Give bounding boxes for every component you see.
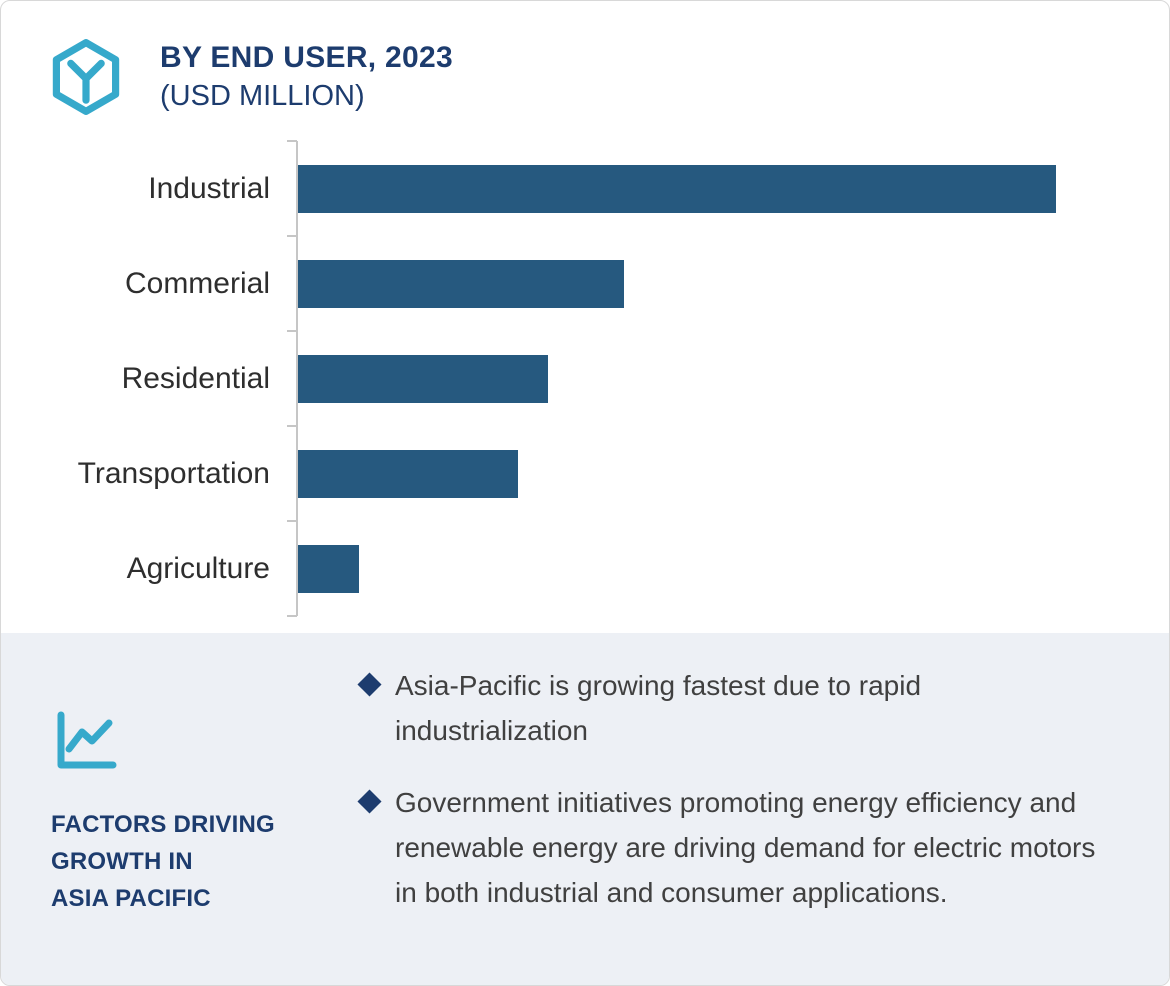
bar-track: [296, 236, 1056, 331]
footer-heading-line: ASIA PACIFIC: [51, 885, 211, 913]
category-label: Transportation: [77, 456, 270, 490]
chart-row: Residential: [26, 330, 1169, 426]
bullet-list: Asia-Pacific is growing fastest due to r…: [357, 663, 1114, 916]
bar-track: [296, 426, 1056, 521]
bullet-text: Government initiatives promoting energy …: [395, 786, 1096, 909]
bar: [298, 354, 549, 403]
footer-heading-line: GROWTH IN: [51, 848, 193, 876]
category-label: Commerial: [124, 266, 270, 300]
chart-title: BY END USER, 2023: [160, 41, 454, 74]
bar: [298, 449, 518, 498]
bar-chart: Industrial Commerial Residential Transporta…: [1, 140, 1169, 633]
header: BY END USER, 2023 (USD MILLION): [1, 1, 1169, 117]
header-text: BY END USER, 2023 (USD MILLION): [160, 37, 453, 113]
bar-track: [296, 141, 1056, 236]
bar: [298, 544, 359, 593]
bar: [298, 259, 624, 308]
diamond-bullet-icon: [357, 672, 382, 697]
bullet-item: Asia-Pacific is growing fastest due to r…: [357, 663, 1114, 754]
footer-heading-line: FACTORS DRIVING: [51, 811, 275, 838]
hexagon-y-logo-icon: [52, 39, 120, 115]
bar: [298, 164, 1056, 213]
footer-right: Asia-Pacific is growing fastest due to r…: [346, 633, 1169, 985]
chart-subtitle: (USD MILLION): [160, 80, 365, 112]
bullet-item: Government initiatives promoting energy …: [357, 780, 1114, 916]
category-label: Agriculture: [126, 551, 270, 585]
chart-row: Transportation: [26, 425, 1169, 521]
chart-row: Industrial: [26, 140, 1169, 236]
category-label: Industrial: [148, 171, 270, 205]
bullet-text: Asia-Pacific is growing fastest due to r…: [395, 670, 922, 747]
chart-row: Agriculture: [26, 520, 1169, 617]
category-label: Residential: [121, 361, 270, 395]
footer-left: FACTORS DRIVING GROWTH IN ASIA PACIFIC: [1, 633, 346, 985]
footer-heading: FACTORS DRIVING GROWTH IN ASIA PACIFIC: [51, 806, 346, 918]
chart-row: Commerial: [26, 235, 1169, 331]
bar-track: [296, 521, 1056, 616]
footer-panel: FACTORS DRIVING GROWTH IN ASIA PACIFIC A…: [1, 633, 1169, 985]
trend-line-chart-icon: [57, 711, 117, 769]
diamond-bullet-icon: [357, 789, 382, 814]
bar-track: [296, 331, 1056, 426]
